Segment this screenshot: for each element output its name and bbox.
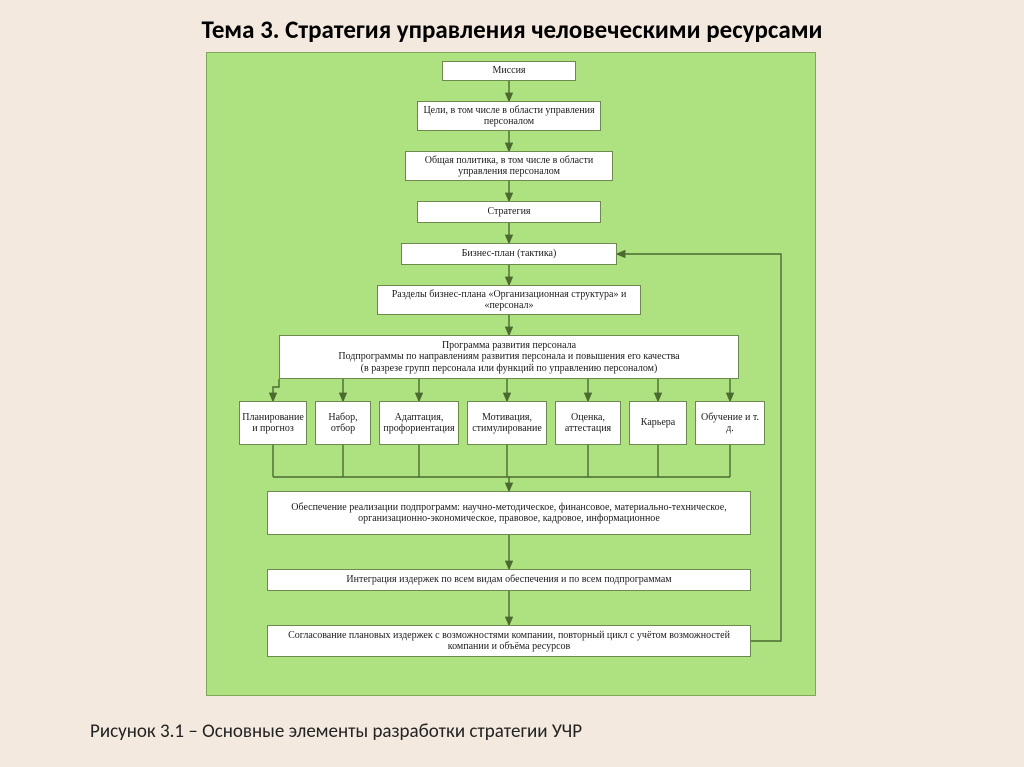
flowchart-node-n10: Согласование плановых издержек с возможн… (267, 625, 751, 657)
flowchart-node-s6: Карьера (629, 401, 687, 445)
flowchart-node-s3: Адаптация, профориентация (379, 401, 459, 445)
flowchart-node-n9: Интеграция издержек по всем видам обеспе… (267, 569, 751, 591)
figure-caption: Рисунок 3.1 – Основные элементы разработ… (90, 720, 582, 743)
flowchart-node-layer: Миссия Цели, в том числе в области управл… (207, 53, 815, 695)
flowchart-node-s4: Мотивация, стимулирование (467, 401, 547, 445)
flowchart-node-n3: Общая политика, в том числе в области уп… (405, 151, 613, 181)
flowchart-node-n6: Разделы бизнес-плана «Организационная ст… (377, 285, 641, 315)
flowchart-node-n8: Обеспечение реализации подпрограмм: науч… (267, 491, 751, 535)
flowchart-node-n2: Цели, в том числе в области управления п… (417, 101, 601, 131)
flowchart-node-n5: Бизнес-план (тактика) (401, 243, 617, 265)
flowchart-node-n7: Программа развития персоналаПодпрограммы… (279, 335, 739, 379)
flowchart-container: Миссия Цели, в том числе в области управл… (206, 52, 816, 696)
flowchart-node-s2: Набор, отбор (315, 401, 371, 445)
flowchart-node-s1: Планирование и прогноз (239, 401, 307, 445)
page-title: Тема 3. Стратегия управления человечески… (0, 0, 1024, 45)
flowchart-node-n4: Стратегия (417, 201, 601, 223)
flowchart-node-s7: Обучение и т. д. (695, 401, 765, 445)
flowchart-node-n1: Миссия (442, 61, 576, 81)
flowchart-node-s5: Оценка, аттестация (555, 401, 621, 445)
